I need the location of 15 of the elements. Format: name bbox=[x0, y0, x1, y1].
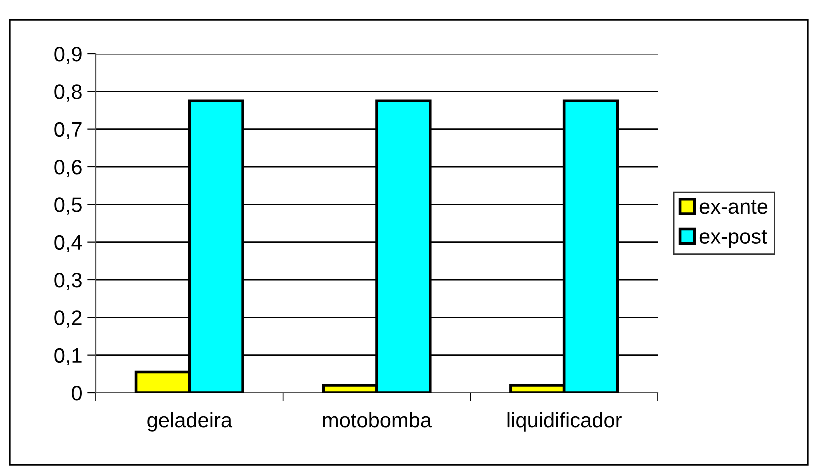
y-tick-label: 0,1 bbox=[54, 348, 82, 366]
y-tick-label: 0,6 bbox=[54, 160, 82, 178]
legend-label: ex-ante bbox=[700, 200, 768, 214]
y-tick-label: 0,5 bbox=[54, 198, 82, 215]
y-tick-label: 0,3 bbox=[54, 273, 82, 290]
legend-label: ex-post bbox=[700, 230, 768, 248]
y-tick-label: 0,4 bbox=[54, 235, 82, 253]
x-tick-label: motobomba bbox=[323, 412, 432, 428]
y-tick-label: 0 bbox=[72, 386, 82, 401]
y-tick-label: 0,2 bbox=[54, 310, 82, 328]
x-tick-label: liquidificador bbox=[508, 412, 622, 432]
y-tick-label: 0,8 bbox=[54, 84, 82, 102]
y-tick-label: 0,9 bbox=[54, 47, 82, 64]
y-tick-label: 0,7 bbox=[54, 122, 82, 140]
x-tick-label: geladeira bbox=[148, 412, 233, 432]
